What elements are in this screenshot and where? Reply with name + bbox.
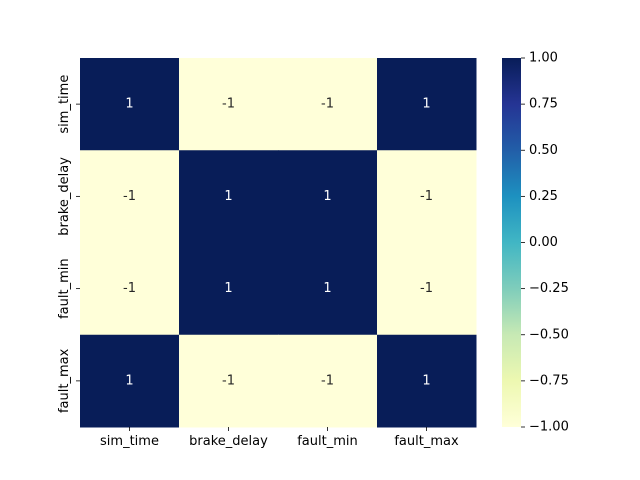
heatmap-cells xyxy=(80,58,477,428)
x-axis: sim_time brake_delay fault_min fault_max xyxy=(100,427,459,449)
cell-annotation: 1 xyxy=(323,189,331,204)
x-tick-label: brake_delay xyxy=(189,434,268,449)
heatmap-cell xyxy=(278,58,378,151)
heatmap-cell xyxy=(80,242,180,336)
heatmap-cell xyxy=(179,242,279,336)
cell-annotation: 1 xyxy=(125,373,133,388)
heatmap-cell xyxy=(278,150,378,243)
y-tick-label: fault_max xyxy=(57,348,72,413)
cell-annotation: 1 xyxy=(422,97,430,112)
heatmap-cell xyxy=(179,150,279,243)
heatmap-cell xyxy=(377,150,477,243)
x-tick-label: fault_max xyxy=(394,434,459,449)
heatmap-cell xyxy=(80,150,180,243)
cell-annotation: 1 xyxy=(224,281,232,296)
cell-annotations: 1 -1 -1 1 -1 1 1 -1 -1 1 1 -1 1 -1 -1 1 xyxy=(123,97,433,389)
cell-annotation: -1 xyxy=(420,281,433,296)
x-tick-label: sim_time xyxy=(100,434,159,449)
y-tick-label: fault_min xyxy=(57,258,72,319)
colorbar-tick-label: −1.00 xyxy=(529,420,569,435)
cell-annotation: -1 xyxy=(123,281,136,296)
cell-annotation: -1 xyxy=(123,189,136,204)
colorbar-tick-label: 0.00 xyxy=(529,235,558,250)
heatmap-cell xyxy=(377,334,477,428)
colorbar-tick-label: −0.50 xyxy=(529,327,569,342)
colorbar-tick-label: 0.50 xyxy=(529,143,558,158)
heatmap-cell xyxy=(278,334,378,428)
y-tick-label: sim_time xyxy=(57,75,72,134)
heatmap-cell xyxy=(278,242,378,336)
heatmap-cell xyxy=(377,58,477,151)
heatmap-cell xyxy=(179,58,279,151)
cell-annotation: 1 xyxy=(323,281,331,296)
heatmap-cell xyxy=(80,58,180,151)
cell-annotation: -1 xyxy=(222,373,235,388)
colorbar-tick-label: 1.00 xyxy=(529,51,558,66)
cell-annotation: -1 xyxy=(222,97,235,112)
colorbar-tick-label: −0.75 xyxy=(529,373,569,388)
x-tick-label: fault_min xyxy=(297,434,358,449)
heatmap-cell xyxy=(377,242,477,336)
y-tick-label: brake_delay xyxy=(57,157,72,236)
colorbar-tick-label: 0.25 xyxy=(529,189,558,204)
cell-annotation: 1 xyxy=(125,97,133,112)
cell-annotation: -1 xyxy=(321,97,334,112)
colorbar xyxy=(502,58,521,427)
heatmap-cell xyxy=(80,334,180,428)
y-axis: sim_time brake_delay fault_min fault_max xyxy=(57,75,80,413)
cell-annotation: 1 xyxy=(224,189,232,204)
colorbar-gradient xyxy=(502,58,521,427)
cell-annotation: 1 xyxy=(422,373,430,388)
colorbar-ticks: 1.00 0.75 0.50 0.25 0.00 −0.25 −0.50 −0.75 −1.00 xyxy=(521,51,569,435)
cell-annotation: -1 xyxy=(321,373,334,388)
cell-annotation: -1 xyxy=(420,189,433,204)
colorbar-tick-label: −0.25 xyxy=(529,281,569,296)
colorbar-tick-label: 0.75 xyxy=(529,97,558,112)
heatmap-cell xyxy=(179,334,279,428)
